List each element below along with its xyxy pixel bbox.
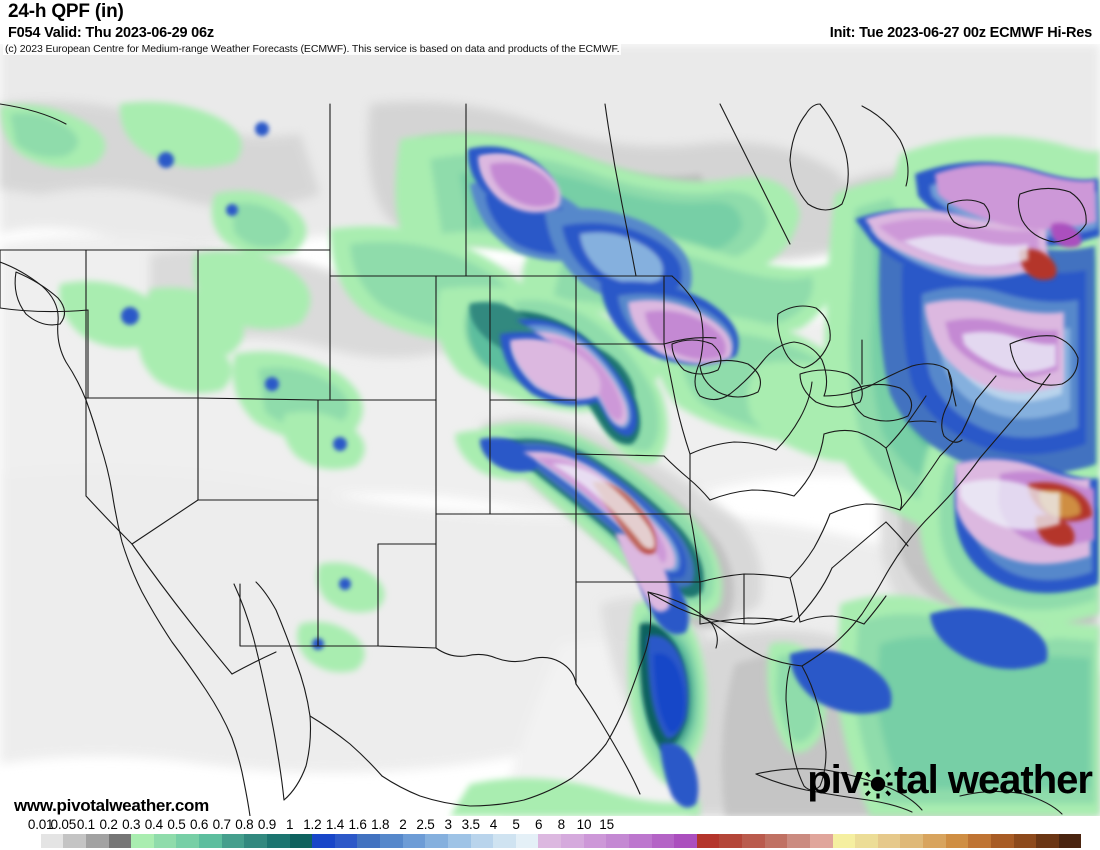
colorbar-swatch [1013,834,1037,848]
colorbar-tick: 15 [599,817,614,832]
colorbar-tick: 1.2 [303,817,322,832]
colorbar-swatch [628,834,652,848]
colorbar-swatch [289,834,313,848]
colorbar-swatch [312,834,335,848]
sun-gear-icon [863,769,893,799]
copyright-notice: (c) 2023 European Centre for Medium-rang… [3,43,622,55]
colorbar-tick: 8 [557,817,566,832]
colorbar-swatch [719,834,742,848]
colorbar-tick: 4 [489,817,498,832]
colorbar-swatch [855,834,878,848]
colorbar-swatch [402,834,426,848]
colorbar-tick: 5 [512,817,520,832]
colorbar-swatch [990,834,1014,848]
brand-watermark: piv [807,758,1093,802]
colorbar-tick: 0.5 [167,817,186,832]
colorbar-swatch [877,834,901,848]
colorbar-swatch [561,834,584,848]
colorbar-swatch [221,834,245,848]
colorbar-tick: 6 [535,817,543,832]
colorbar-legend[interactable]: 0.01 0.05 0.1 0.2 0.3 0.4 0.5 0.6 0.7 0.8 0.9 1 1.2 1… [0,816,1100,850]
colorbar-swatch [108,834,132,848]
map-canvas [0,44,1100,816]
colorbar-swatch [266,834,290,848]
colorbar-swatch [1058,834,1082,848]
colorbar-swatch [199,834,222,848]
colorbar-swatch [85,834,109,848]
colorbar-swatch [651,834,675,848]
colorbar-swatch [153,834,177,848]
colorbar-swatch [380,834,403,848]
colorbar-tick: 2.5 [416,817,435,832]
colorbar-swatch [923,834,946,848]
geography-borders [0,103,1087,816]
map-header: 24-h QPF (in) F054 Valid: Thu 2023-06-29… [0,0,1100,44]
colorbar-swatch [470,834,494,848]
colorbar-tick: 0.4 [144,817,163,832]
colorbar-tick: 3 [444,817,452,832]
colorbar-swatch [176,834,199,848]
colorbar-swatch [787,834,810,848]
colorbar-swatch [696,834,720,848]
colorbar-tick: 0.9 [257,817,277,832]
precip-highlight-layer [551,235,1060,550]
colorbar-swatch [357,834,380,848]
colorbar-tick: 0.2 [99,817,118,832]
colorbar-tick: 1.6 [348,817,367,832]
colorbar-tick: 0.01 [27,817,54,832]
colorbar-swatch [742,834,765,848]
colorbar-swatch [447,834,471,848]
colorbar-swatch [131,834,154,848]
colorbar-swatch [18,834,41,848]
colorbar-swatch [832,834,856,848]
colorbar-swatch [764,834,788,848]
colorbar-tick: 0.8 [235,817,254,832]
site-url-watermark: www.pivotalweather.com [14,796,209,815]
colorbar-swatch [968,834,991,848]
colorbar-tick: 3.5 [461,817,480,832]
colorbar-tick: 0.3 [122,817,141,832]
colorbar-tick: 0.6 [190,817,209,832]
colorbar-swatch [244,834,267,848]
colorbar-swatch [606,834,629,848]
colorbar-tick: 10 [576,817,592,832]
precipitation-map[interactable]: www.pivotalweather.com piv [0,44,1100,816]
colorbar-swatch [945,834,969,848]
colorbar-swatch [1036,834,1059,848]
colorbar-swatch [63,834,86,848]
brand-text-part1: piv [807,758,863,802]
colorbar-swatch [809,834,833,848]
valid-time-label: F054 Valid: Thu 2023-06-29 06z [8,25,214,41]
page-title: 24-h QPF (in) [8,1,124,22]
colorbar-swatch [674,834,697,848]
colorbar-swatch [515,834,539,848]
colorbar-tick: 0.05 [50,817,77,832]
colorbar-tick: 1.4 [325,817,345,832]
colorbar-swatch [425,834,448,848]
init-time-label: Init: Tue 2023-06-27 00z ECMWF Hi-Res [829,25,1092,41]
colorbar-tick: 1.8 [371,817,390,832]
colorbar-swatch [583,834,607,848]
colorbar-tick-labels: 0.01 0.05 0.1 0.2 0.3 0.4 0.5 0.6 0.7 0.8 0.9 1 1.2 1… [0,816,1100,834]
colorbar-swatch [493,834,516,848]
colorbar-swatch [538,834,561,848]
colorbar-swatches[interactable] [18,834,1082,848]
colorbar-tick: 0.7 [212,817,231,832]
colorbar-swatch [900,834,923,848]
colorbar-tick: 2 [399,817,407,832]
colorbar-swatch [40,834,64,848]
brand-text-part2: tal weather [894,758,1093,802]
colorbar-tick: 0.1 [76,817,95,832]
colorbar-tick: 1 [286,817,294,832]
colorbar-swatch [334,834,358,848]
